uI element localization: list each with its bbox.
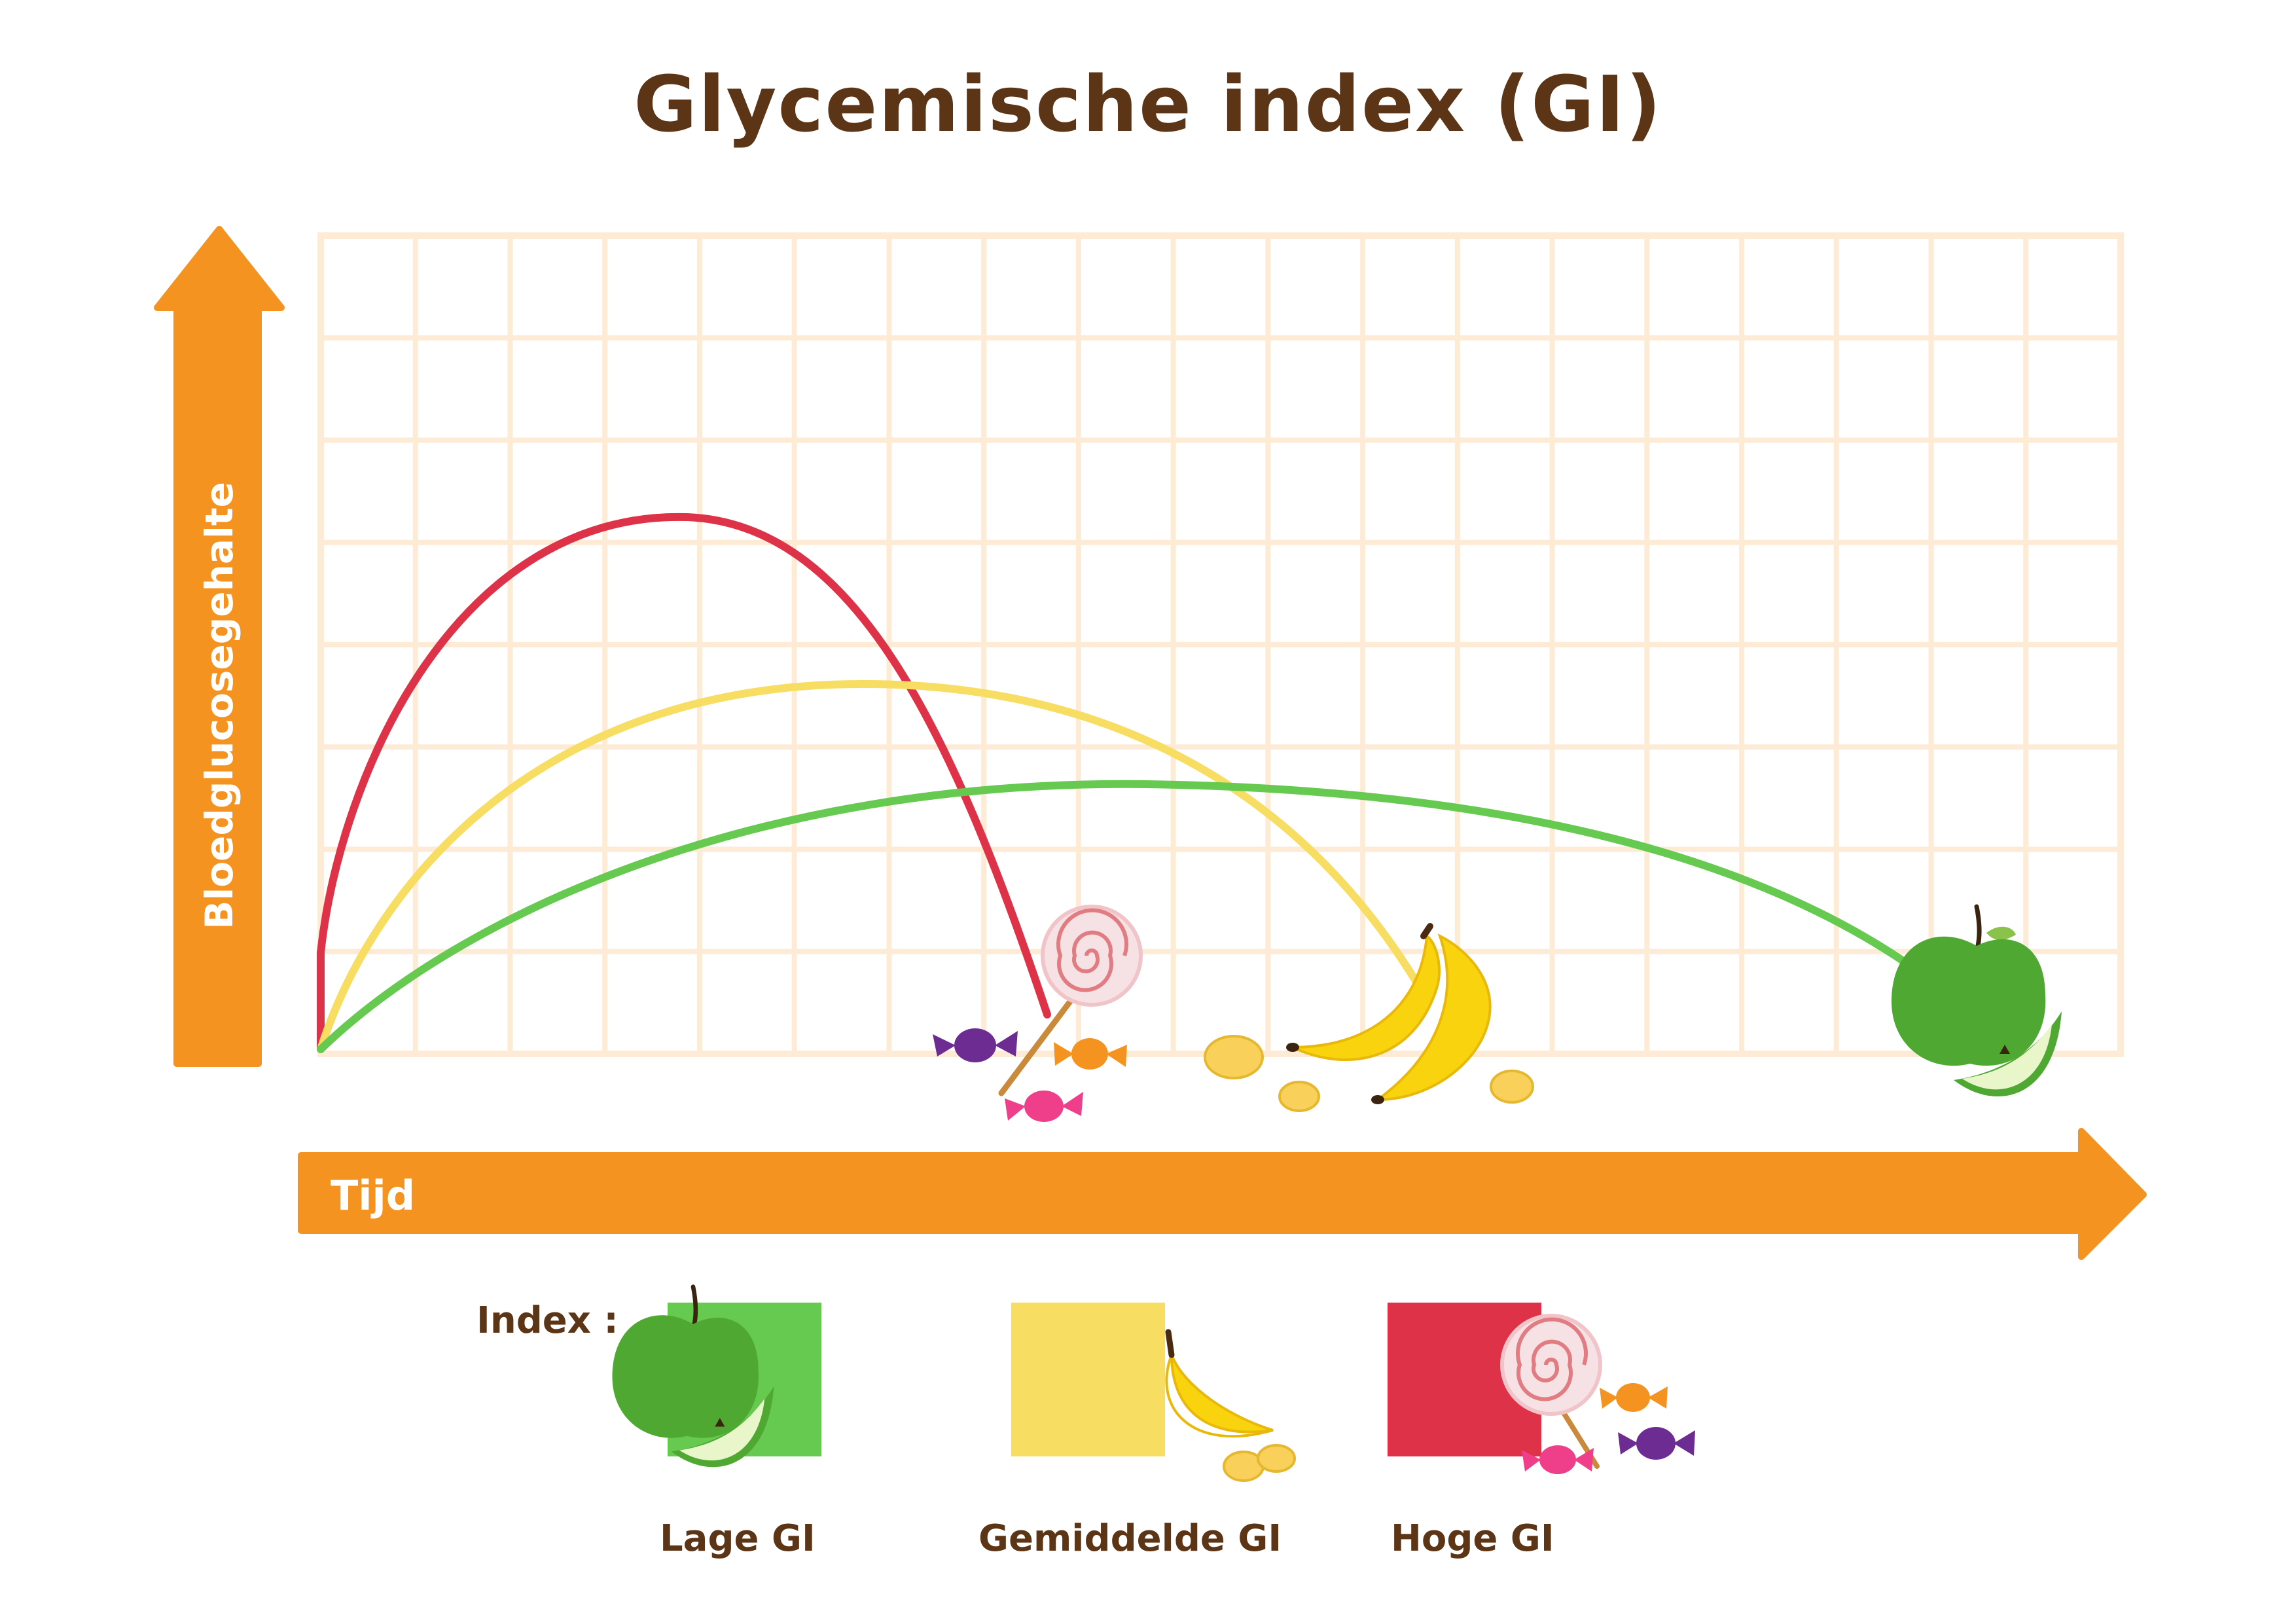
curve-gemiddelde-gi <box>317 679 1424 1053</box>
y-axis-label: Bloedglucosegehalte <box>197 482 242 929</box>
legend-swatch-gemiddelde <box>1011 1303 1165 1456</box>
curve-hoge-gi <box>317 513 1051 1053</box>
legend-banana-icon <box>1165 1329 1296 1482</box>
x-axis-arrow: Tijd <box>298 1128 2147 1260</box>
apple-icon <box>1892 904 2062 1097</box>
legend-label-lage: Lage GI <box>660 1517 816 1560</box>
legend-label-hoge: Hoge GI <box>1391 1517 1554 1560</box>
page-title: Glycemische index (GI) <box>634 59 1662 149</box>
legend-heading: Index : <box>476 1299 619 1342</box>
grid <box>317 232 2124 1057</box>
y-axis-arrow: Bloedglucosegehalte <box>154 226 285 1067</box>
legend-label-gemiddelde: Gemiddelde GI <box>978 1517 1282 1560</box>
banana-icon <box>1204 923 1534 1112</box>
legend-candy-icon <box>1500 1314 1695 1474</box>
x-axis-label: Tijd <box>331 1172 415 1219</box>
legend-apple-icon <box>612 1284 774 1468</box>
candy-icon <box>933 905 1143 1122</box>
curve-lage-gi <box>317 780 1935 1053</box>
